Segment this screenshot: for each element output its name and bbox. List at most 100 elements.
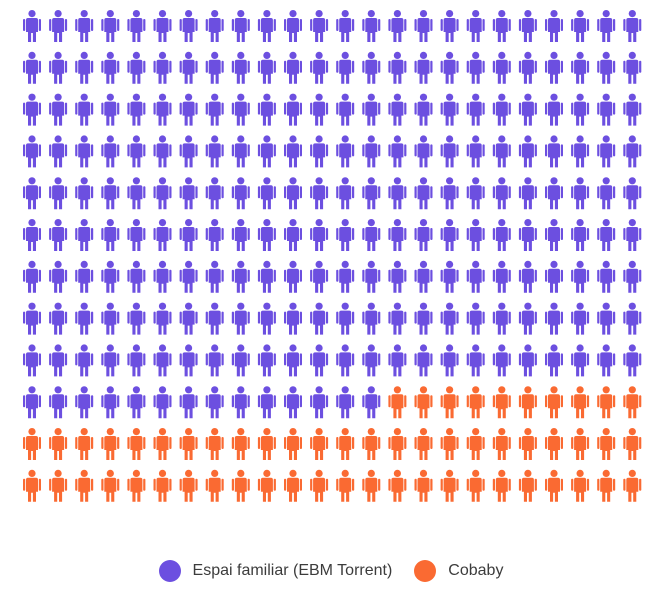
person-icon (153, 344, 172, 377)
person-icon (518, 135, 537, 168)
person-icon (231, 260, 250, 293)
person-icon (23, 302, 41, 335)
person-icon (597, 135, 616, 168)
person-icon (336, 428, 355, 460)
person-icon (492, 10, 511, 42)
person-icon (231, 386, 250, 419)
person-icon (257, 10, 276, 42)
person-icon (362, 344, 381, 377)
person-icon (466, 177, 485, 210)
person-icon (466, 51, 485, 84)
person-icon (153, 93, 172, 126)
legend-item-cobaby[interactable]: Cobaby (414, 560, 503, 582)
person-icon (571, 428, 590, 460)
person-icon (310, 302, 329, 335)
person-icon (23, 260, 41, 293)
person-icon (75, 344, 94, 377)
person-icon (205, 344, 224, 377)
person-icon (518, 344, 537, 377)
person-icon (284, 51, 302, 84)
person-icon (388, 177, 407, 210)
person-icon (518, 386, 537, 419)
person-icon (257, 219, 276, 251)
person-icon (231, 135, 250, 168)
person-icon (440, 93, 459, 126)
person-icon (75, 302, 94, 335)
legend-label-espai-familiar: Espai familiar (EBM Torrent) (192, 562, 393, 579)
person-icon (362, 428, 381, 460)
person-icon (571, 386, 590, 419)
person-icon (257, 469, 276, 502)
person-icon (492, 428, 511, 460)
person-icon (597, 51, 616, 84)
person-icon (492, 302, 511, 335)
person-icon (623, 344, 642, 377)
person-icon (310, 428, 329, 460)
person-icon (597, 469, 616, 502)
person-icon (518, 51, 537, 84)
person-icon (623, 428, 642, 460)
person-icon (23, 135, 41, 168)
person-icon (336, 344, 355, 377)
person-icon (231, 469, 250, 502)
person-icon (440, 469, 459, 502)
person-icon (179, 344, 198, 377)
person-icon (127, 93, 146, 126)
person-icon (414, 219, 433, 251)
person-icon (414, 302, 433, 335)
person-icon (179, 93, 198, 126)
person-icon (597, 219, 616, 251)
person-icon (440, 219, 459, 251)
person-icon (101, 260, 120, 293)
person-icon (153, 428, 172, 460)
person-icon (284, 10, 302, 42)
person-icon (336, 135, 355, 168)
person-icon (179, 177, 198, 210)
person-icon (440, 10, 459, 42)
person-icon (466, 135, 485, 168)
person-icon (284, 428, 302, 460)
person-icon (518, 10, 537, 42)
person-icon (153, 219, 172, 251)
person-icon (257, 302, 276, 335)
person-icon (545, 51, 563, 84)
person-icon (205, 93, 224, 126)
person-icon (127, 260, 146, 293)
person-icon (205, 469, 224, 502)
person-icon (205, 219, 224, 251)
person-icon (362, 302, 381, 335)
person-icon (23, 10, 41, 42)
person-icon (49, 219, 68, 251)
person-icon (205, 51, 224, 84)
legend-swatch-espai-familiar (158, 560, 181, 582)
person-icon (205, 135, 224, 168)
person-icon (414, 428, 433, 460)
person-icon (440, 51, 459, 84)
person-icon (623, 302, 642, 335)
person-icon (623, 51, 642, 84)
person-icon (518, 302, 537, 335)
person-icon (545, 219, 563, 251)
person-icon (518, 177, 537, 210)
person-icon (127, 386, 146, 419)
person-icon (205, 260, 224, 293)
person-icon (127, 219, 146, 251)
person-icon (414, 260, 433, 293)
person-icon (49, 10, 68, 42)
person-icon (545, 469, 563, 502)
legend-item-espai-familiar[interactable]: Espai familiar (EBM Torrent) (158, 560, 393, 582)
legend: Espai familiar (EBM Torrent) Cobaby (0, 556, 662, 586)
person-icon (49, 177, 68, 210)
person-icon (492, 469, 511, 502)
person-icon (571, 177, 590, 210)
person-icon (571, 219, 590, 251)
person-icon (310, 260, 329, 293)
person-icon (388, 344, 407, 377)
person-icon (23, 177, 41, 210)
person-icon (101, 93, 120, 126)
person-icon (440, 302, 459, 335)
person-icon (49, 428, 68, 460)
person-icon (101, 10, 120, 42)
person-icon (597, 177, 616, 210)
person-icon (466, 10, 485, 42)
